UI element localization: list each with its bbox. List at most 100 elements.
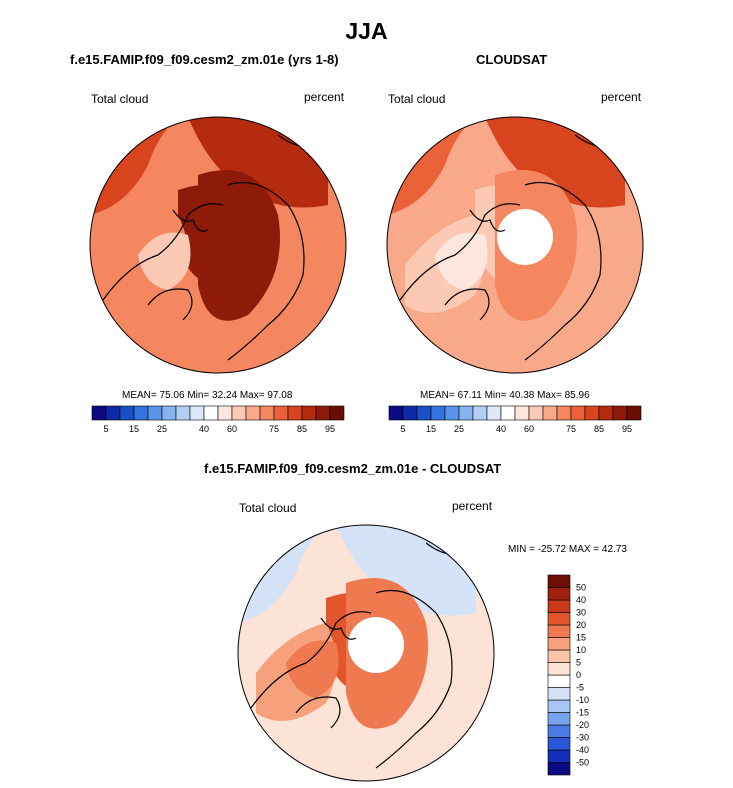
colorbar-tick-label: 95 [622,424,632,434]
colorbar-tick-label: 0 [576,670,581,680]
colorbar-swatch [598,405,614,421]
colorbar-swatch [547,599,571,613]
colorbar-tick-label: -30 [576,733,589,743]
panel3-title: f.e15.FAMIP.f09_f09.cesm2_zm.01e - CLOUD… [204,461,502,476]
panel1-polar-map [89,116,347,374]
map-border [386,116,644,374]
panel1-colorbar: 5 15 25 40 60 75 85 95 [91,405,345,434]
missing-data-pole [497,209,553,265]
colorbar-swatch [547,649,571,663]
panel1-title: f.e15.FAMIP.f09_f09.cesm2_zm.01e (yrs 1-… [70,52,339,67]
panel2-left-label: Total cloud [388,92,446,106]
coastline-2 [227,181,305,361]
colorbar-swatch [259,405,275,421]
colorbar-tick-label: 75 [566,424,576,434]
colorbar-swatch [547,612,571,626]
colorbar-swatch [119,405,135,421]
colorbar-tick-label: -5 [576,683,584,693]
colorbar-swatch [105,405,121,421]
colorbar-swatch [547,699,571,713]
panel3-polar-map [237,524,495,782]
map-border [237,524,495,782]
panel2-right-label: percent [601,90,642,104]
colorbar-tick-label: 40 [199,424,209,434]
coastline-0 [250,611,372,709]
colorbar-swatch [329,405,345,421]
colorbar-swatch [584,405,600,421]
panel2-colorbar: 5 15 25 40 60 75 85 95 [388,405,642,434]
panel3-left-label: Total cloud [239,501,297,515]
colorbar-swatch [416,405,432,421]
colorbar-tick-label: 10 [576,645,586,655]
colorbar-swatch [547,724,571,738]
colorbar-tick-label: 15 [576,633,586,643]
colorbar-tick-label: 5 [400,424,405,434]
colorbar-swatch [500,405,516,421]
colorbar-tick-label: 30 [576,608,586,618]
colorbar-swatch [542,405,558,421]
panel2-title: CLOUDSAT [476,52,548,67]
colorbar-swatch [161,405,177,421]
colorbar-swatch [430,405,446,421]
colorbar-swatch [133,405,149,421]
colorbar-tick-label: -20 [576,720,589,730]
colorbar-swatch [547,624,571,638]
colorbar-tick-label: 15 [426,424,436,434]
coastline-0 [399,203,521,301]
colorbar-tick-label: 60 [227,424,237,434]
colorbar-swatch [444,405,460,421]
colorbar-swatch [472,405,488,421]
colorbar-swatch [388,405,404,421]
colorbar-tick-label: -15 [576,708,589,718]
colorbar-tick-label: 25 [157,424,167,434]
colorbar-swatch [612,405,628,421]
colorbar-swatch [147,405,163,421]
colorbar-swatch [203,405,219,421]
colorbar-swatch [91,405,107,421]
colorbar-tick-label: 25 [454,424,464,434]
colorbar-swatch [514,405,530,421]
region-greenland [286,640,339,698]
colorbar-tick-label: -10 [576,695,589,705]
colorbar-swatch [245,405,261,421]
colorbar-swatch [547,687,571,701]
coastline-1 [295,696,341,729]
colorbar-swatch [547,749,571,763]
colorbar-swatch [570,405,586,421]
panel3-right-label: percent [452,499,493,513]
colorbar-swatch [547,587,571,601]
colorbar-tick-label: 50 [576,583,586,593]
coastline-0 [102,203,224,301]
colorbar-swatch [547,674,571,688]
figure-title: JJA [345,18,388,44]
colorbar-swatch [547,762,571,776]
panel1-stats: MEAN= 75.06 Min= 32.24 Max= 97.08 [122,390,293,401]
coastline-3 [469,209,506,232]
colorbar-swatch [626,405,642,421]
colorbar-tick-label: -50 [576,758,589,768]
colorbar-tick-label: 85 [297,424,307,434]
coastline-1 [444,288,490,321]
colorbar-swatch [402,405,418,421]
colorbar-swatch [217,405,233,421]
colorbar-swatch [547,737,571,751]
coastline-3 [172,209,209,232]
colorbar-tick-label: -40 [576,745,589,755]
colorbar-swatch [175,405,191,421]
colorbar-tick-label: 40 [576,595,586,605]
colorbar-swatch [547,712,571,726]
coastline-1 [147,288,193,321]
colorbar-tick-label: 75 [269,424,279,434]
colorbar-tick-label: 5 [576,658,581,668]
region-eurasian-arctic [198,170,280,321]
colorbar-swatch [273,405,289,421]
colorbar-swatch [547,637,571,651]
panel3-stats: MIN = -25.72 MAX = 42.73 [508,544,627,555]
colorbar-swatch [315,405,331,421]
panel2-stats: MEAN= 67.11 Min= 40.38 Max= 85.96 [420,390,590,401]
colorbar-swatch [301,405,317,421]
panel1-right-label: percent [304,90,345,104]
coastline-2 [375,589,453,769]
colorbar-tick-label: 40 [496,424,506,434]
